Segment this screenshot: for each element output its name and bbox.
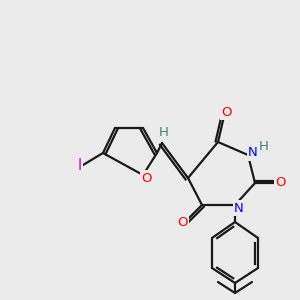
Text: N: N xyxy=(248,146,258,160)
Text: O: O xyxy=(178,215,188,229)
Text: O: O xyxy=(275,176,285,190)
Text: H: H xyxy=(159,127,169,140)
Text: O: O xyxy=(141,172,151,184)
Text: O: O xyxy=(221,106,231,118)
Text: H: H xyxy=(259,140,269,154)
Text: N: N xyxy=(234,202,244,214)
Text: I: I xyxy=(78,158,82,173)
